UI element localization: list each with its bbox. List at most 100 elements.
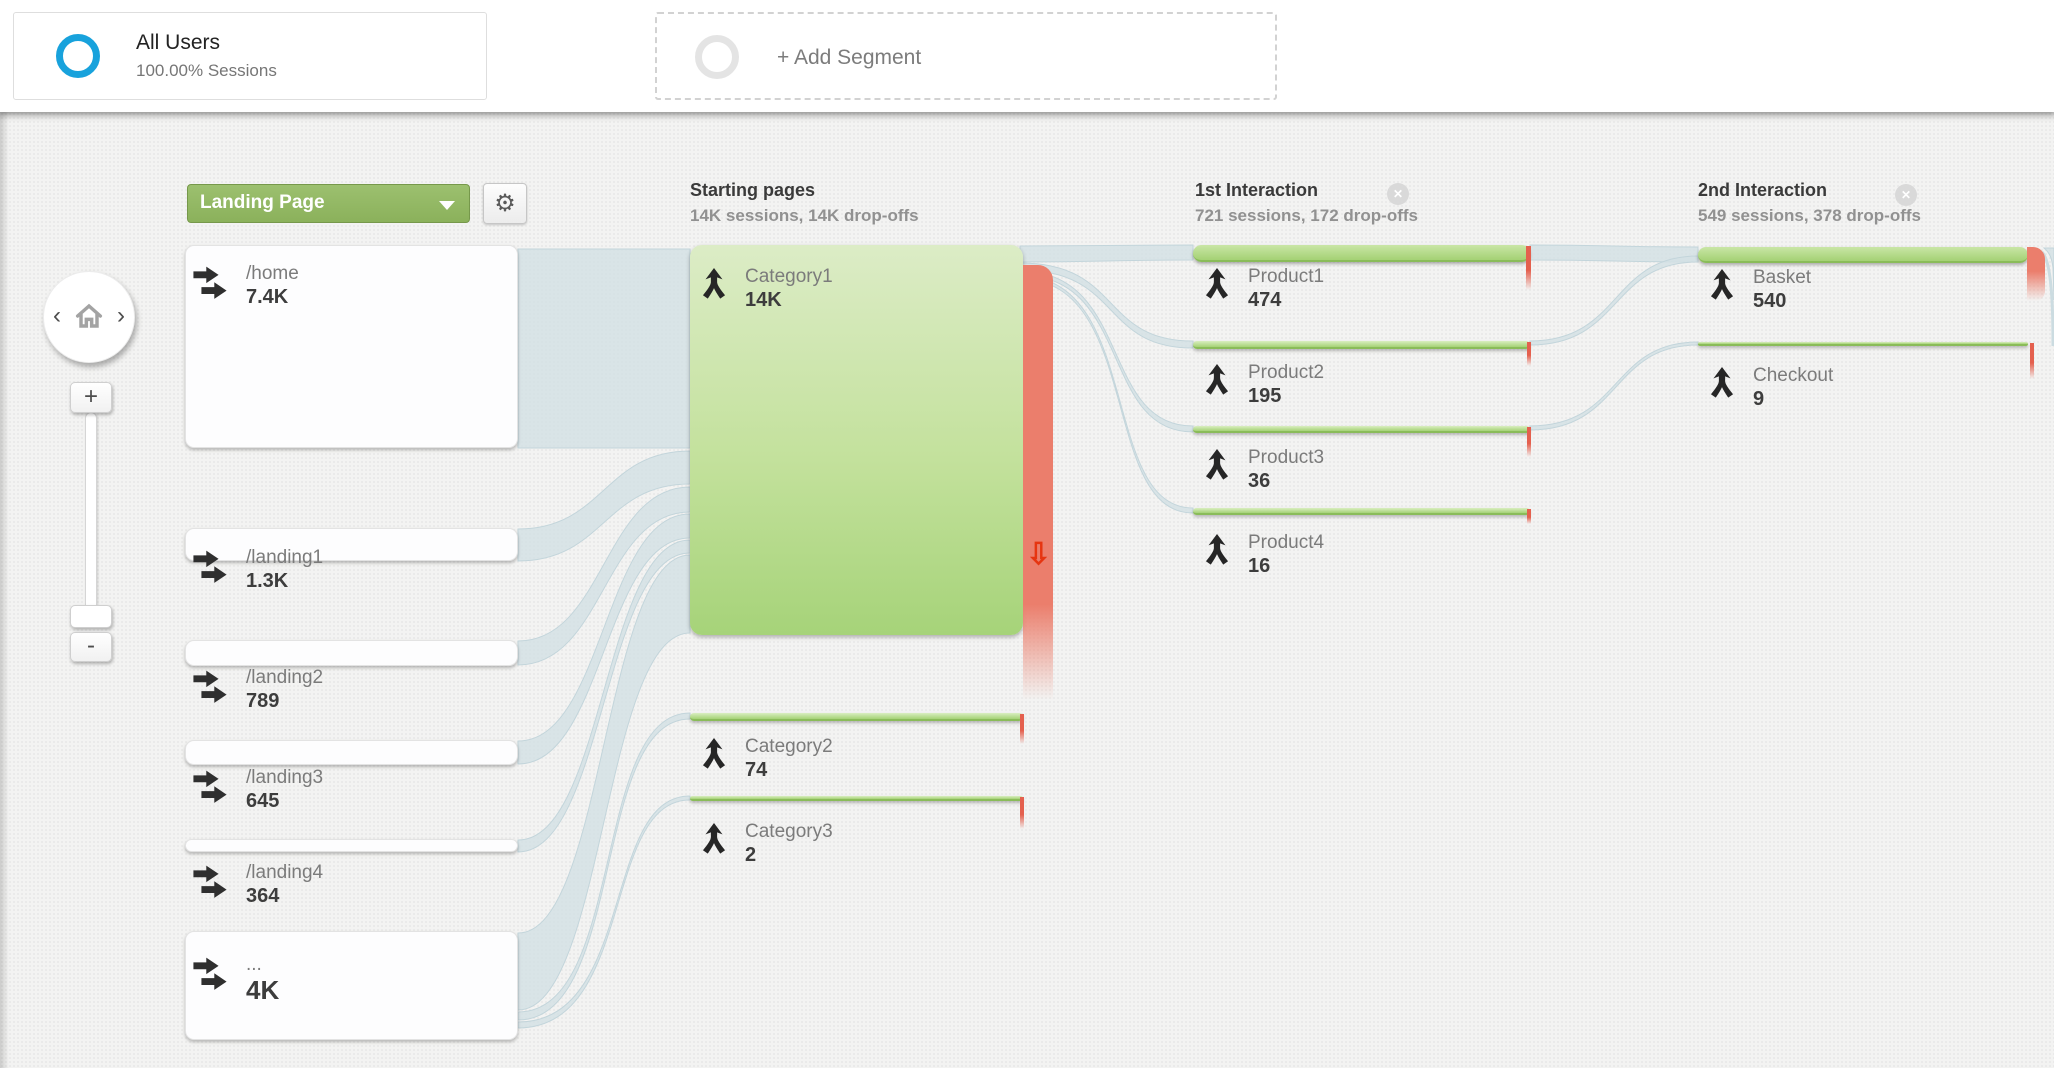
node-label[interactable]: Product4 16 [1200, 531, 1324, 578]
zoom-slider-handle[interactable] [70, 605, 112, 628]
node-bar[interactable] [690, 796, 1023, 801]
home-icon[interactable] [73, 300, 105, 332]
zoom-slider-track[interactable] [85, 412, 97, 622]
page-group-icon [192, 953, 232, 997]
node-value: 16 [1248, 555, 1271, 577]
flow-canvas: Landing Page ⚙ Starting pages 14K sessio… [0, 112, 2054, 1068]
node-value: 540 [1753, 290, 1787, 312]
ribbon-category1-product3 [1019, 270, 1194, 433]
node-bar[interactable] [1193, 426, 1530, 433]
flow-node-category1[interactable]: Category1 14K [690, 245, 1023, 635]
page-group-icon [192, 546, 232, 590]
node-value: 364 [246, 885, 280, 907]
page-group-icon [192, 262, 232, 306]
node-name: ... [246, 954, 262, 975]
column-header-starting-pages: Starting pages 14K sessions, 14K drop-of… [690, 180, 919, 226]
ribbon-category1-product2 [1019, 262, 1194, 349]
ribbon-home-category1 [517, 248, 691, 449]
node-label[interactable]: Basket 540 [1705, 266, 1811, 313]
node-label[interactable]: /home 7.4K [192, 262, 299, 309]
node-bar[interactable] [185, 245, 518, 448]
segment-card-all-users[interactable]: All Users 100.00% Sessions [13, 12, 487, 100]
node-name: Product1 [1248, 266, 1325, 287]
node-bar[interactable] [185, 528, 518, 561]
node-bar[interactable] [185, 931, 518, 1040]
column-title: 1st Interaction [1195, 180, 1319, 200]
node-label[interactable]: Product2 195 [1200, 361, 1324, 408]
dropoff-tick-product4 [1527, 509, 1531, 524]
add-segment-card[interactable]: + Add Segment [655, 12, 1277, 100]
node-name: /landing4 [246, 862, 324, 883]
dropoff-tick-category3 [1020, 797, 1024, 829]
ribbon-product2-basket [1529, 255, 1699, 346]
node-label[interactable]: /landing3 645 [192, 766, 323, 813]
node-bar[interactable] [1193, 245, 1530, 262]
node-label[interactable]: ... 4K [192, 953, 279, 1004]
node-bar[interactable] [1193, 508, 1530, 515]
node-bar[interactable] [185, 640, 518, 666]
step-back-button[interactable]: ‹ [53, 302, 61, 329]
node-value: 474 [1248, 289, 1282, 311]
column-subtitle: 549 sessions, 378 drop-offs [1698, 206, 1921, 225]
dimension-dropdown-label: Landing Page [200, 192, 325, 213]
page-group-icon [192, 861, 232, 905]
add-segment-ring-icon [695, 35, 739, 79]
node-name: /landing3 [246, 767, 324, 788]
node-name: /home [246, 263, 299, 284]
node-value: 74 [745, 759, 768, 781]
step-forward-button[interactable]: › [117, 302, 125, 329]
node-label[interactable]: Checkout 9 [1705, 364, 1833, 411]
zoom-in-button[interactable]: + [70, 382, 112, 413]
flow-settings-button[interactable]: ⚙ [483, 183, 527, 224]
dropoff-arrow-icon: ⇩ [1026, 538, 1052, 571]
node-bar[interactable] [1193, 341, 1530, 349]
dropoff-blob-basket [2027, 247, 2045, 301]
node-bar[interactable] [185, 839, 518, 852]
dimension-dropdown[interactable]: Landing Page [187, 184, 470, 223]
node-name: Product2 [1248, 362, 1325, 383]
ribbon-category1-product1 [1019, 244, 1194, 263]
close-icon[interactable]: ✕ [1387, 183, 1409, 205]
node-value: 2 [745, 844, 757, 866]
merge-icon [1200, 361, 1234, 401]
node-name: Basket [1753, 267, 1812, 288]
node-label[interactable]: Product3 36 [1200, 446, 1324, 493]
node-name: /landing1 [246, 547, 324, 568]
segment-subtitle: 100.00% Sessions [136, 61, 277, 80]
column-subtitle: 14K sessions, 14K drop-offs [690, 206, 919, 225]
node-value: 645 [246, 790, 280, 812]
node-name: Checkout [1753, 365, 1834, 386]
merge-icon [1200, 531, 1234, 571]
ribbon-others-category1 [517, 554, 691, 1011]
node-name: /landing2 [246, 667, 324, 688]
node-name: Category2 [745, 736, 833, 757]
column-header-2nd-interaction: 2nd Interaction 549 sessions, 378 drop-o… [1698, 180, 1921, 226]
dropoff-tick-product1 [1526, 246, 1531, 290]
node-label[interactable]: Category3 2 [697, 820, 833, 867]
node-bar[interactable] [185, 740, 518, 765]
segment-ring-icon [56, 34, 100, 78]
node-label[interactable]: /landing2 789 [192, 666, 323, 713]
zoom-out-button[interactable]: - [70, 632, 112, 662]
merge-icon [1705, 266, 1739, 306]
flow-ribbons [517, 244, 2054, 1029]
node-label[interactable]: Category2 74 [697, 735, 833, 782]
node-name: Product3 [1248, 447, 1325, 468]
column-title: 2nd Interaction [1698, 180, 1828, 200]
node-label[interactable]: Product1 474 [1200, 265, 1324, 312]
close-icon[interactable]: ✕ [1895, 184, 1917, 206]
node-value: 14K [745, 289, 782, 311]
dropoff-tick-checkout [2030, 343, 2034, 379]
merge-icon [697, 265, 731, 305]
node-label[interactable]: /landing1 1.3K [192, 546, 323, 593]
dropoff-tick-category2 [1020, 714, 1024, 744]
add-segment-label: + Add Segment [777, 46, 922, 69]
node-label[interactable]: Category1 14K [697, 265, 833, 312]
node-label[interactable]: /landing4 364 [192, 861, 323, 908]
node-bar[interactable] [690, 713, 1023, 721]
dropoff-tick-product2 [1527, 342, 1531, 366]
node-bar[interactable] [1698, 247, 2028, 263]
node-name: Product4 [1248, 532, 1325, 553]
node-bar[interactable] [1698, 342, 2028, 346]
